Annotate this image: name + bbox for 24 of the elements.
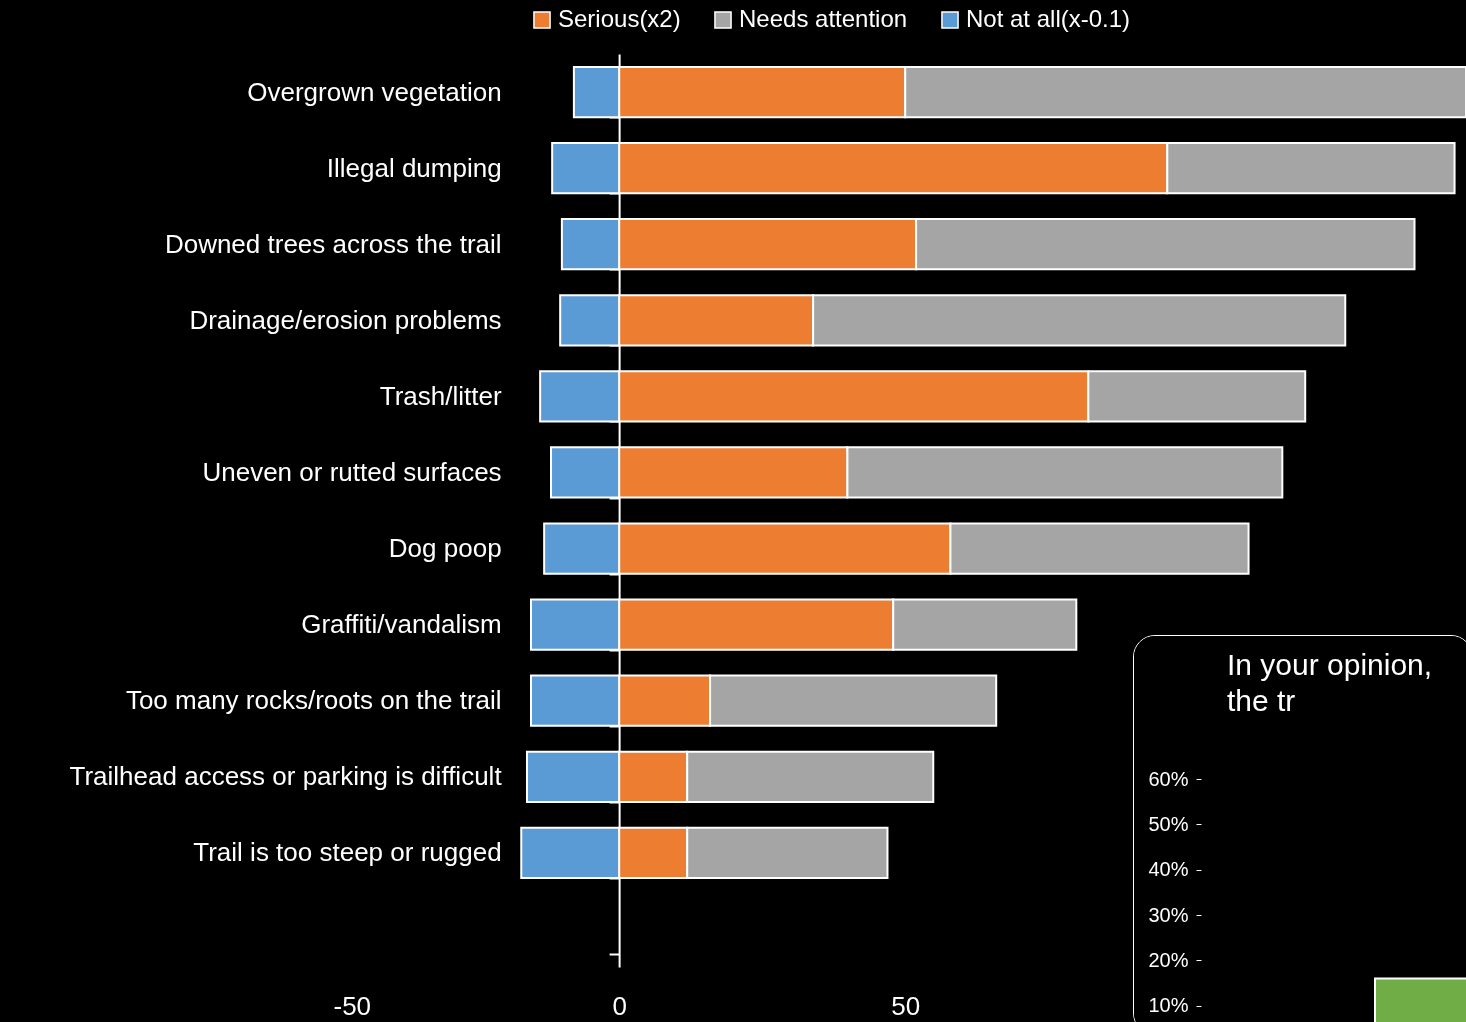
y-tick-label: Dog poop	[388, 533, 502, 564]
y-tick-label: Trash/litter	[379, 380, 502, 411]
y-tick-label: Downed trees across the trail	[164, 228, 502, 259]
x-tick-label: 50	[891, 990, 921, 1021]
y-tick-label: 60%	[1148, 767, 1189, 790]
y-tick-label: Trailhead access or parking is difficult	[69, 761, 503, 792]
legend-label: Not at all(x-0.1)	[966, 5, 1131, 32]
legend-label: Needs attention	[739, 5, 908, 32]
x-tick-label: -50	[333, 990, 372, 1021]
y-tick-label: Uneven or rutted surfaces	[202, 456, 502, 487]
y-tick-label: 40%	[1148, 858, 1189, 881]
y-tick-label: Too many rocks/roots on the trail	[125, 685, 502, 716]
y-tick-label: Drainage/erosion problems	[189, 304, 502, 335]
y-tick-label: 30%	[1148, 903, 1189, 926]
y-tick-label: Graffiti/vandalism	[301, 609, 502, 640]
y-tick-label: Overgrown vegetation	[247, 76, 502, 107]
y-tick-label: 20%	[1148, 948, 1189, 971]
chart-title: In your opinion, the tr	[1227, 648, 1433, 717]
y-tick-label: Illegal dumping	[326, 152, 502, 183]
x-tick-label: 0	[612, 990, 627, 1021]
legend-label: Serious(x2)	[558, 5, 681, 32]
y-tick-label: 10%	[1148, 994, 1189, 1017]
y-tick-label: Trail is too steep or rugged	[193, 837, 502, 868]
y-tick-label: 50%	[1148, 812, 1189, 835]
